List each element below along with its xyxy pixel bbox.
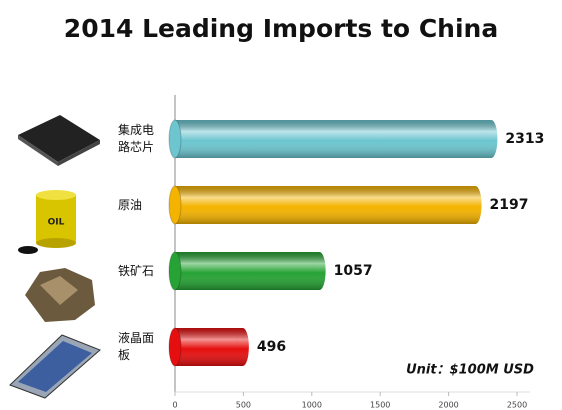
barrel-icon: OIL: [18, 190, 76, 254]
category-label: 液晶面板: [118, 331, 155, 362]
x-tick-label: 2500: [507, 401, 527, 410]
value-label: 1057: [334, 263, 373, 279]
x-tick-label: 2000: [438, 401, 458, 410]
bar-shine: [175, 186, 476, 224]
x-tick-label: 500: [236, 401, 251, 410]
svg-text:OIL: OIL: [48, 218, 65, 228]
bar-cap: [168, 119, 182, 159]
bar-cap: [168, 327, 182, 367]
value-label: 2197: [490, 197, 529, 213]
bar-cap: [168, 251, 182, 291]
value-label: 2313: [505, 131, 544, 147]
unit-note: Unit：$100M USD: [406, 363, 534, 378]
bar-cap: [168, 185, 182, 225]
bar-shine: [175, 252, 320, 290]
chart-title: 2014 Leading Imports to China: [64, 14, 498, 43]
x-tick-label: 0: [172, 401, 177, 410]
ore-icon: [25, 268, 95, 322]
bar-cap-shine: [485, 120, 498, 158]
bar-shine: [175, 328, 243, 366]
bar-cap-shine: [469, 186, 482, 224]
category-label: 铁矿石: [118, 263, 155, 278]
chip-icon: [18, 115, 100, 166]
value-label: 496: [257, 339, 286, 355]
panel-icon: [9, 334, 101, 399]
x-tick-label: 1000: [302, 401, 322, 410]
category-label: 原油: [118, 197, 143, 212]
bar-cap-shine: [313, 252, 326, 290]
bar-cap-shine: [236, 328, 249, 366]
bar-shine: [175, 120, 492, 158]
x-tick-label: 1500: [370, 401, 390, 410]
category-label: 集成电路芯片: [118, 123, 155, 154]
